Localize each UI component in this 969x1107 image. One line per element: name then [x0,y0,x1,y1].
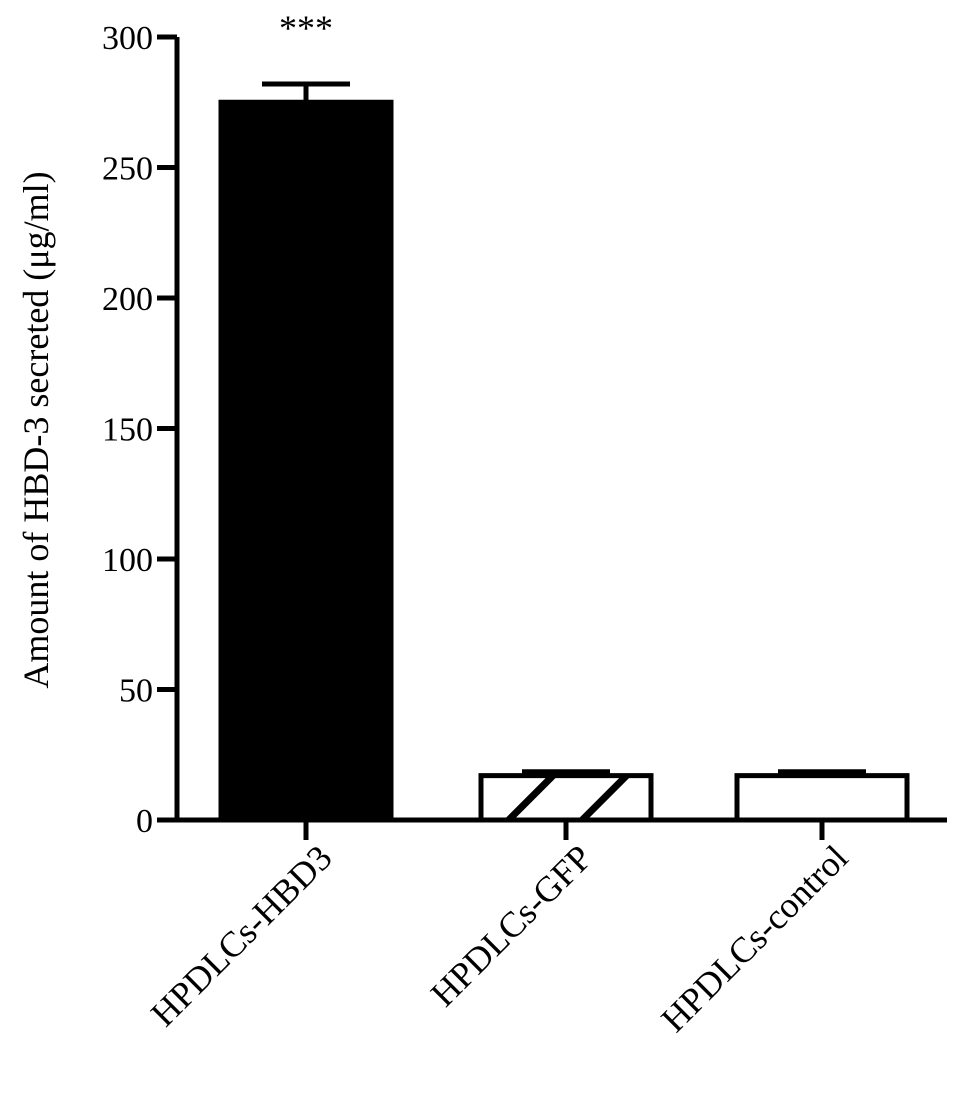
x-tick-label: HPDLCs-GFP [423,837,600,1014]
bar-hpdlcs-hbd3 [218,99,394,823]
y-tick-label: 200 [102,281,153,318]
bars [218,81,910,823]
x-axis [175,817,947,840]
y-tick-label: 150 [102,412,153,449]
y-tick-label: 250 [102,151,153,188]
bar-hpdlcs-gfp [478,773,654,823]
y-tick-label: 100 [102,542,153,579]
bar-hpdlcs-control [734,773,910,823]
y-axis: 0 50 100 150 200 250 300 [102,20,180,840]
significance-label: *** [279,8,333,48]
y-tick-label: 300 [102,20,153,57]
y-tick-label: 50 [119,673,153,710]
x-tick-label: HPDLCs-HBD3 [143,837,340,1034]
x-tick-label: HPDLCs-control [653,837,855,1039]
y-axis-title: Amount of HBD-3 secreted (μg/ml) [16,171,56,688]
y-tick-label: 0 [136,803,153,840]
